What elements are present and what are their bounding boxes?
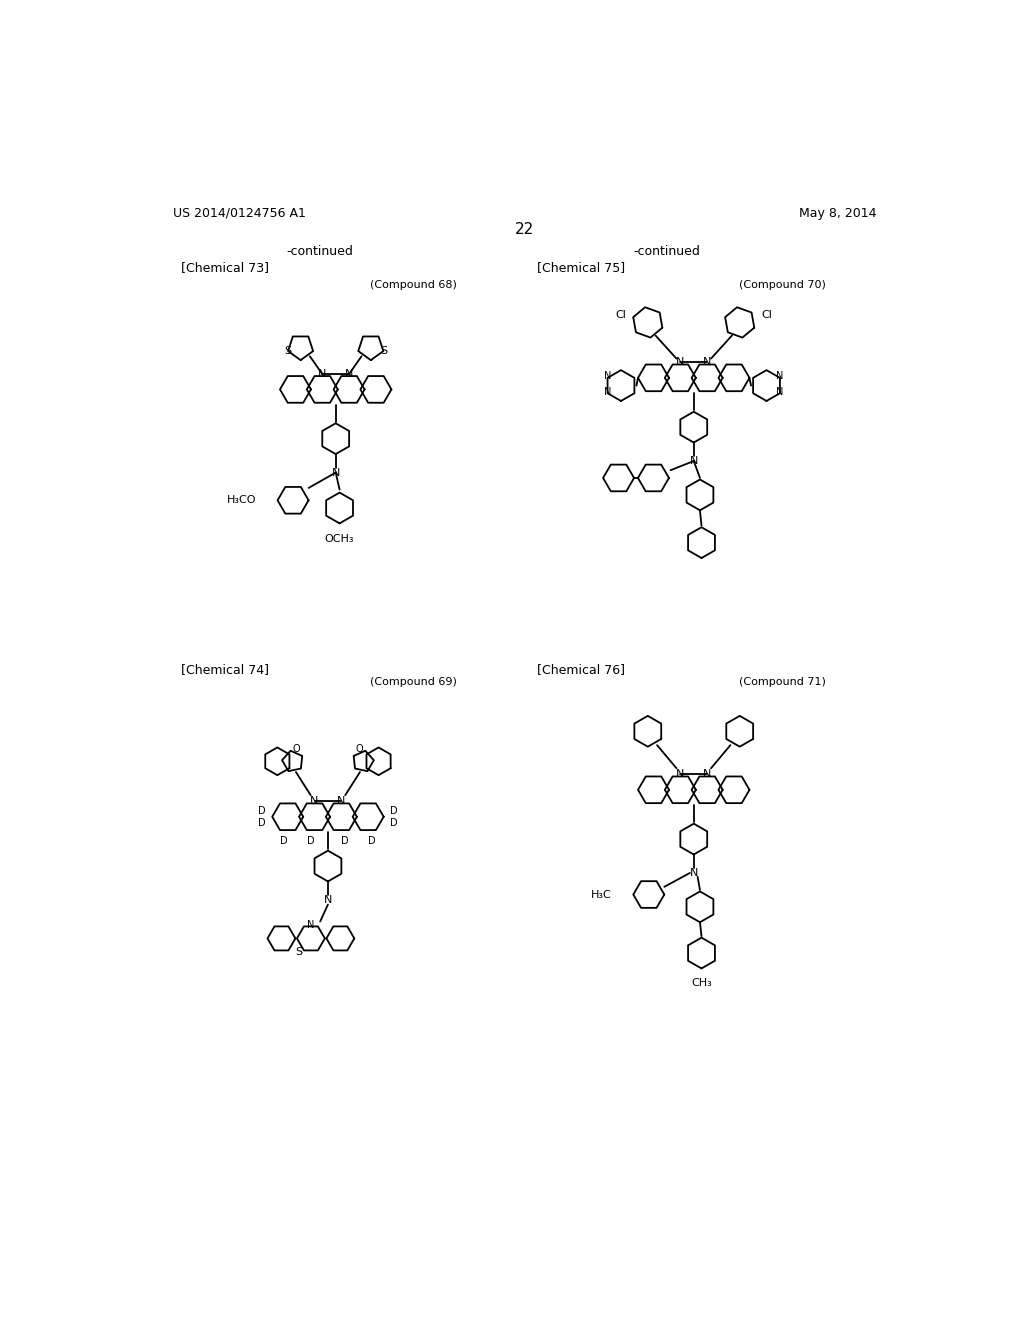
Text: H₃C: H₃C [591, 890, 611, 899]
Text: D: D [307, 836, 314, 846]
Text: N: N [310, 796, 318, 807]
Text: N: N [676, 358, 684, 367]
Text: Cl: Cl [762, 310, 772, 319]
Text: N: N [676, 770, 684, 779]
Text: (Compound 69): (Compound 69) [370, 677, 457, 688]
Text: S: S [381, 346, 387, 356]
Text: (Compound 71): (Compound 71) [739, 677, 826, 688]
Text: [Chemical 73]: [Chemical 73] [180, 261, 268, 273]
Text: N: N [307, 920, 314, 929]
Text: (Compound 68): (Compound 68) [370, 280, 457, 290]
Text: N: N [604, 387, 611, 397]
Text: N: N [776, 371, 783, 381]
Text: H₃CO: H₃CO [226, 495, 256, 506]
Text: Cl: Cl [615, 310, 626, 319]
Text: -continued: -continued [633, 244, 700, 257]
Text: N: N [689, 455, 698, 466]
Text: [Chemical 74]: [Chemical 74] [180, 663, 268, 676]
Text: O: O [355, 744, 362, 754]
Text: N: N [689, 869, 698, 878]
Text: D: D [258, 818, 266, 828]
Text: D: D [280, 836, 288, 846]
Text: OCH₃: OCH₃ [325, 535, 354, 544]
Text: D: D [390, 805, 397, 816]
Text: N: N [318, 370, 327, 379]
Text: -continued: -continued [287, 244, 353, 257]
Text: N: N [337, 796, 345, 807]
Text: (Compound 70): (Compound 70) [739, 280, 826, 290]
Text: S: S [284, 346, 291, 356]
Text: 22: 22 [515, 222, 535, 238]
Text: D: D [341, 836, 349, 846]
Text: N: N [702, 770, 712, 779]
Text: D: D [390, 818, 397, 828]
Text: [Chemical 75]: [Chemical 75] [538, 261, 626, 273]
Text: D: D [258, 805, 266, 816]
Text: N: N [776, 387, 783, 397]
Text: N: N [345, 370, 353, 379]
Text: S: S [295, 948, 302, 957]
Text: N: N [324, 895, 332, 906]
Text: May 8, 2014: May 8, 2014 [799, 207, 877, 220]
Text: O: O [293, 744, 300, 754]
Text: N: N [332, 467, 340, 478]
Text: [Chemical 76]: [Chemical 76] [538, 663, 626, 676]
Text: CH₃: CH₃ [691, 978, 712, 987]
Text: D: D [369, 836, 376, 846]
Text: N: N [702, 358, 712, 367]
Text: US 2014/0124756 A1: US 2014/0124756 A1 [173, 207, 306, 220]
Text: N: N [604, 371, 611, 381]
